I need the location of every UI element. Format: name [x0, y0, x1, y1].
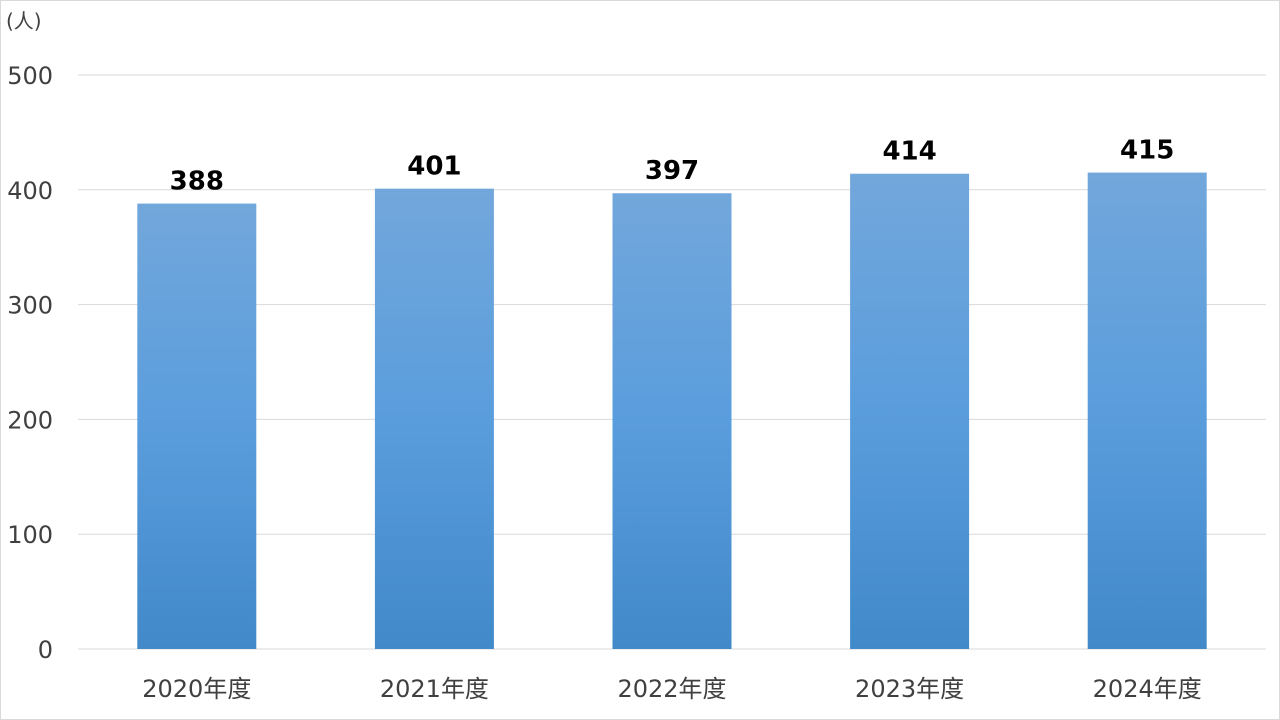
y-tick-label: 100 — [7, 521, 53, 549]
x-category-label: 2021年度 — [380, 675, 489, 703]
y-tick-label: 500 — [7, 62, 53, 90]
bar-2023年度 — [850, 173, 970, 649]
gridlines — [78, 74, 1266, 650]
x-category-label: 2022年度 — [617, 675, 726, 703]
y-tick-label: 300 — [7, 292, 53, 320]
bars — [137, 172, 1207, 650]
bar-2020年度 — [137, 203, 257, 650]
y-tick-label: 400 — [7, 177, 53, 205]
x-category-label: 2023年度 — [855, 675, 964, 703]
data-label: 388 — [170, 167, 224, 197]
y-tick-label: 0 — [38, 636, 53, 664]
y-axis-unit-label: (人) — [6, 9, 42, 33]
bar-2021年度 — [374, 188, 494, 650]
x-axis-categories: 2020年度 2021年度 2022年度 2023年度 2024年度 — [142, 675, 1201, 703]
data-labels: 388 401 397 414 415 — [170, 136, 1175, 197]
bar-2022年度 — [612, 193, 732, 649]
data-label: 414 — [882, 137, 936, 167]
x-category-label: 2020年度 — [142, 675, 251, 703]
y-axis-ticks: 0 100 200 300 400 500 — [7, 62, 53, 664]
y-tick-label: 200 — [7, 406, 53, 434]
bar-2024年度 — [1087, 172, 1207, 649]
data-label: 397 — [645, 156, 699, 186]
data-label: 401 — [407, 152, 461, 182]
data-label: 415 — [1120, 136, 1174, 166]
x-category-label: 2024年度 — [1093, 675, 1202, 703]
